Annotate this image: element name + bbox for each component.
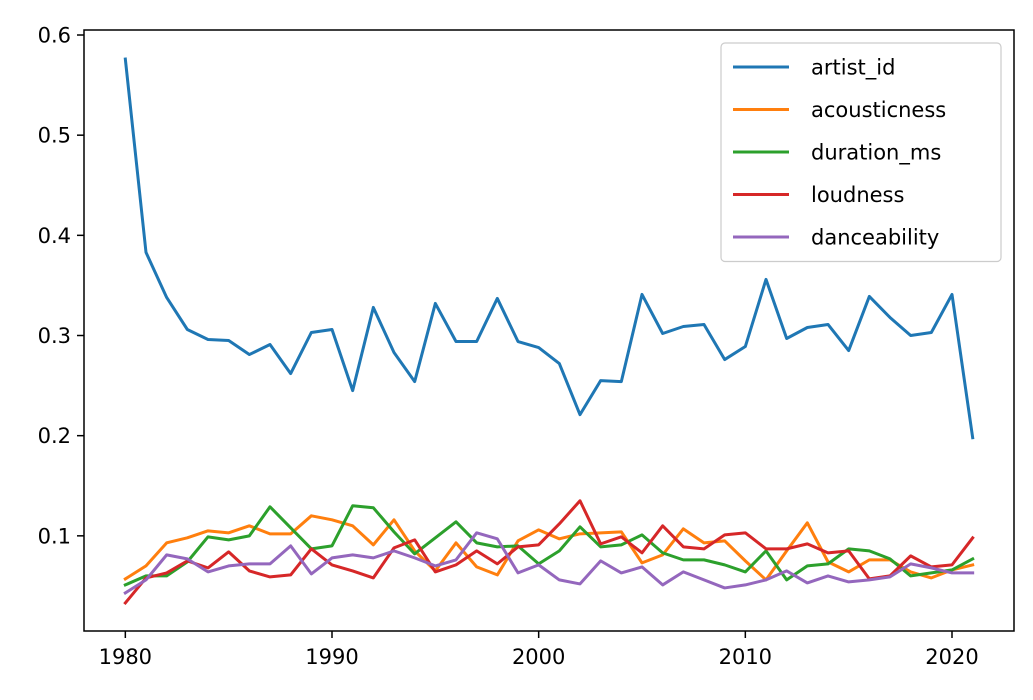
legend-label-loudness: loudness <box>811 183 904 207</box>
legend-label-artist_id: artist_id <box>811 56 895 81</box>
series-line-loudness <box>123 499 975 606</box>
x-tick-label: 1990 <box>305 645 358 669</box>
legend: artist_id acousticness duration_ms loudness… <box>720 42 1002 263</box>
plot-frame <box>83 29 1015 632</box>
y-tick-label: 0.4 <box>38 224 71 248</box>
x-tick-label: 2020 <box>925 645 978 669</box>
legend-label-danceability: danceability <box>811 226 939 250</box>
x-tick-label: 2000 <box>512 645 565 669</box>
series-line-artist_id <box>123 57 975 440</box>
x-axis: 1980 1990 2000 2010 2020 <box>99 631 979 669</box>
x-tick-label: 1980 <box>99 645 152 669</box>
y-tick-label: 0.1 <box>38 524 71 548</box>
y-tick-label: 0.3 <box>38 324 71 348</box>
legend-label-acousticness: acousticness <box>811 98 946 122</box>
y-tick-label: 0.2 <box>38 424 71 448</box>
y-tick-label: 0.6 <box>38 24 71 48</box>
legend-box <box>720 42 1002 263</box>
y-tick-label: 0.5 <box>38 124 71 148</box>
series-line-duration_ms <box>123 504 975 587</box>
y-axis: 0.1 0.2 0.3 0.4 0.5 0.6 <box>38 24 84 548</box>
series-layer <box>123 57 975 606</box>
x-tick-label: 2010 <box>719 645 772 669</box>
series-line-danceability <box>123 531 975 596</box>
legend-label-duration_ms: duration_ms <box>811 141 941 166</box>
